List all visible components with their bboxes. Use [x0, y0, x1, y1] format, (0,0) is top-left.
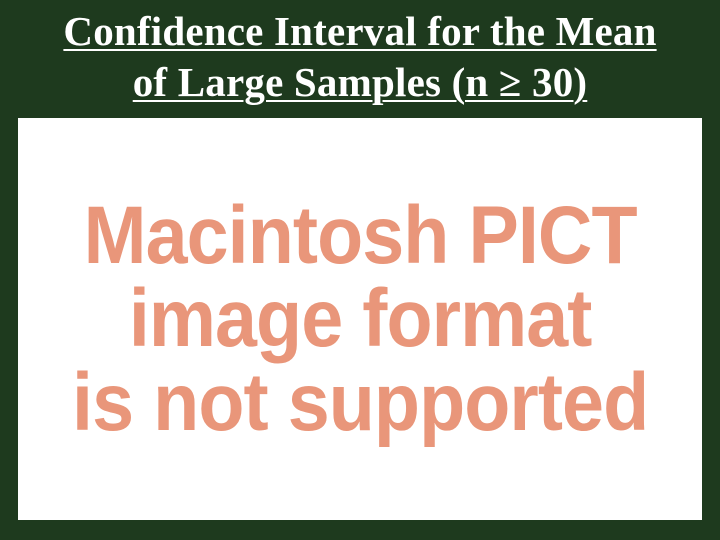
title-line-2: of Large Samples (n ≥ 30) [0, 57, 720, 108]
pict-line-1: Macintosh PICT [72, 194, 648, 278]
slide: Confidence Interval for the Mean of Larg… [0, 0, 720, 540]
slide-title: Confidence Interval for the Mean of Larg… [0, 6, 720, 109]
title-line-1: Confidence Interval for the Mean [0, 6, 720, 57]
pict-line-2: image format [72, 277, 648, 361]
pict-line-3: is not supported [72, 361, 648, 445]
pict-error-text: Macintosh PICT image format is not suppo… [72, 194, 648, 445]
pict-placeholder: Macintosh PICT image format is not suppo… [18, 118, 702, 520]
